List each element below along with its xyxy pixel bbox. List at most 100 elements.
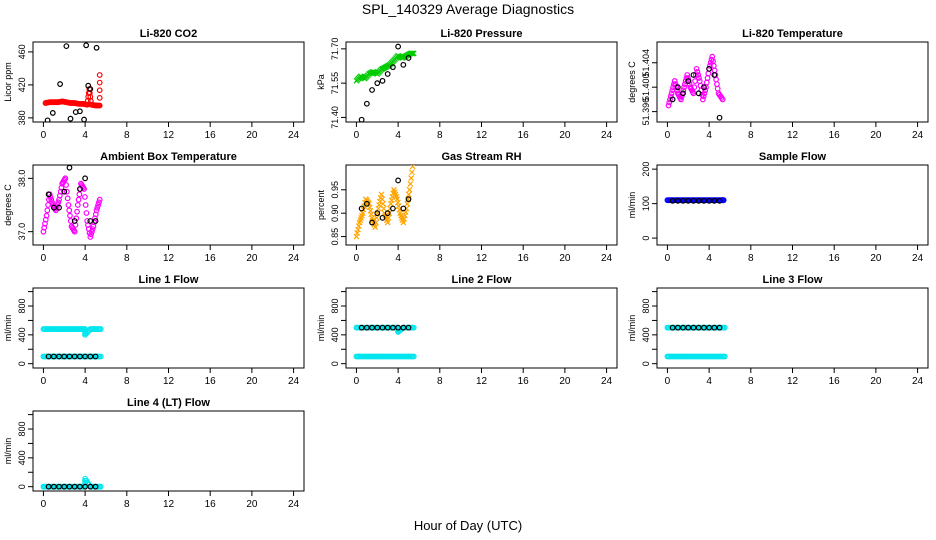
- x-tick-label: 16: [205, 499, 217, 510]
- data-point: [71, 218, 78, 224]
- x-tick-label: 4: [82, 130, 88, 141]
- data-point: [363, 100, 370, 107]
- data-point-trace: [54, 326, 61, 332]
- data-point: [71, 353, 78, 360]
- data-point: [390, 324, 396, 331]
- y-tick-label: 200: [641, 162, 651, 177]
- data-point-trace: [81, 194, 88, 200]
- data-point: [82, 353, 89, 360]
- x-tick-label: 16: [518, 130, 530, 141]
- x-tick-label: 24: [912, 253, 924, 264]
- x-tick-label: 24: [912, 130, 924, 141]
- data-point-trace: [95, 202, 102, 208]
- y-tick-label: 51.404: [641, 49, 651, 77]
- plot-frame: [32, 41, 305, 123]
- data-point-trace: [667, 96, 673, 103]
- data-point-trace: [696, 75, 702, 81]
- data-point-trace: [96, 79, 103, 86]
- y-tick-label: 51.400: [641, 73, 651, 101]
- data-point: [701, 324, 707, 331]
- data-point: [92, 353, 99, 360]
- plot-frame: [345, 164, 618, 246]
- data-point: [395, 177, 402, 184]
- y-tick-label: 460: [17, 44, 27, 59]
- figure-title: SPL_140329 Average Diagnostics: [361, 1, 575, 17]
- data-point: [668, 90, 675, 97]
- x-tick-label: 0: [665, 253, 671, 264]
- data-point: [395, 43, 402, 50]
- data-point-trace: [386, 210, 393, 217]
- panel-title: Line 1 Flow: [139, 274, 199, 286]
- data-point: [409, 165, 416, 170]
- data-point: [50, 483, 57, 490]
- panel-title: Gas Stream RH: [441, 151, 521, 163]
- data-point-trace: [702, 87, 709, 94]
- data-point-trace: [76, 191, 83, 198]
- data-point: [374, 80, 381, 87]
- x-tick-label: 0: [665, 130, 671, 141]
- data-point: [56, 204, 62, 211]
- x-tick-label: 8: [124, 376, 130, 387]
- data-point-trace: [91, 326, 98, 332]
- data-point: [87, 353, 94, 360]
- series-group: [40, 475, 104, 490]
- y-axis-label: ml/min: [627, 192, 637, 219]
- data-point: [685, 324, 692, 331]
- data-point: [45, 353, 52, 360]
- data-point-trace: [405, 191, 412, 198]
- data-point-trace: [720, 353, 727, 360]
- data-point: [669, 197, 676, 204]
- data-point-trace: [383, 353, 390, 360]
- data-point: [379, 214, 386, 221]
- panel-title: Li-820 Pressure: [441, 28, 523, 40]
- data-point-trace: [88, 228, 95, 235]
- data-point-trace: [378, 353, 385, 360]
- data-point-trace: [53, 204, 60, 211]
- data-point-trace: [373, 353, 379, 360]
- data-point: [384, 210, 391, 217]
- y-tick-label: 0.90: [330, 204, 340, 222]
- data-point-trace: [692, 78, 698, 84]
- data-point-trace: [61, 176, 68, 183]
- y-tick-label: 37.0: [17, 223, 27, 241]
- data-point: [690, 72, 697, 78]
- x-tick-label: 12: [163, 130, 175, 141]
- data-point-trace: [63, 182, 69, 188]
- x-tick-label: 20: [559, 253, 571, 264]
- y-axis-label: kPa: [316, 74, 326, 90]
- data-point-trace: [355, 223, 362, 229]
- data-point: [92, 218, 99, 224]
- data-point-trace: [673, 353, 680, 360]
- y-tick-label: 71.70: [330, 38, 340, 61]
- data-point-trace: [87, 93, 94, 100]
- data-point-trace: [715, 353, 722, 360]
- data-point: [693, 65, 700, 72]
- x-tick-label: 20: [559, 130, 571, 141]
- data-point-trace: [668, 353, 675, 360]
- data-point-trace: [694, 353, 701, 360]
- panel-title: Li-820 CO2: [140, 28, 197, 40]
- data-point: [384, 324, 391, 331]
- data-point: [384, 71, 391, 77]
- series-group: [665, 53, 726, 121]
- data-point-trace: [373, 214, 380, 221]
- data-point: [701, 197, 707, 204]
- data-point-trace: [385, 214, 392, 221]
- x-tick-label: 20: [870, 253, 882, 264]
- data-point: [77, 353, 83, 360]
- data-point-trace: [84, 329, 91, 335]
- panel-7: Line 1 Flow 0 4 8 12 16 20 24 0 400 800 ml/min: [3, 274, 305, 387]
- data-point-trace: [96, 94, 103, 101]
- x-tick-label: 0: [41, 376, 47, 387]
- panel-1: Li-820 CO2 0 4 8 12 16 20 24 380 420 460 Licor ppm: [3, 28, 305, 141]
- data-point: [65, 202, 72, 208]
- data-point: [711, 197, 718, 204]
- x-tick-label: 24: [601, 253, 613, 264]
- y-tick-label: 800: [17, 299, 27, 314]
- data-point: [674, 84, 681, 91]
- x-tick-label: 0: [354, 130, 360, 141]
- x-tick-label: 4: [706, 253, 712, 264]
- x-tick-label: 0: [354, 376, 360, 387]
- data-point: [61, 483, 68, 490]
